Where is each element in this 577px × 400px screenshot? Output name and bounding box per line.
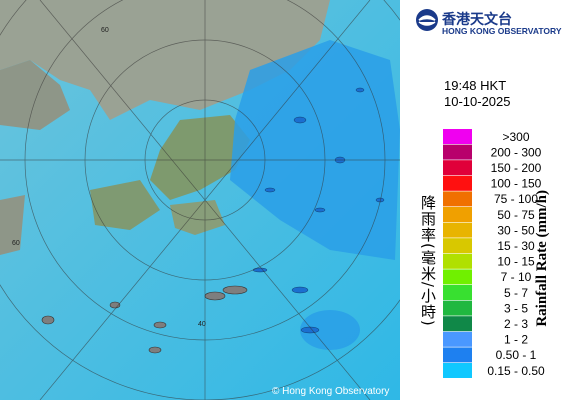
legend-swatch — [443, 191, 472, 207]
legend-swatch — [443, 129, 472, 144]
legend-label: 0.50 - 1 — [496, 348, 537, 362]
legend-label: 1 - 2 — [504, 333, 528, 347]
legend-label: 75 - 100 — [494, 192, 538, 206]
legend-label: 30 - 50 — [497, 223, 535, 237]
legend-label: 150 - 200 — [491, 161, 542, 175]
legend-title-en: Rainfall Rate (mm/h) — [534, 190, 550, 327]
legend-swatch — [443, 269, 472, 285]
radar-map: 60 60 40 © Hong Kong Observatory — [0, 0, 400, 400]
legend-swatch — [443, 238, 472, 254]
legend-label: 50 - 75 — [497, 208, 535, 222]
ring-label: 60 — [101, 27, 109, 34]
legend-swatch — [443, 363, 472, 378]
legend-title-zh: 降雨率(毫米/小時) — [419, 195, 437, 327]
legend-label: 2 - 3 — [504, 317, 528, 331]
logo-title-en: HONG KONG OBSERVATORY — [442, 26, 562, 36]
ring-label: 40 — [198, 321, 206, 328]
legend-label: 7 - 10 — [501, 270, 532, 284]
legend-label: 3 - 5 — [504, 301, 528, 315]
legend-swatch — [443, 331, 472, 347]
legend-swatch — [443, 175, 472, 191]
legend-label: >300 — [502, 130, 529, 144]
legend-label: 10 - 15 — [497, 255, 535, 269]
legend-swatch — [443, 160, 472, 176]
legend-label: 5 - 7 — [504, 286, 528, 300]
ring-label: 60 — [12, 240, 20, 247]
legend-label: 0.15 - 0.50 — [487, 364, 545, 378]
legend-swatch — [443, 222, 472, 238]
date: 10-10-2025 — [444, 94, 511, 109]
logo — [416, 9, 438, 31]
legend-swatch — [443, 253, 472, 269]
legend-swatch — [443, 316, 472, 332]
legend-swatch — [443, 207, 472, 222]
copyright: © Hong Kong Observatory — [272, 386, 389, 397]
time: 19:48 HKT — [444, 78, 507, 93]
legend-label: 100 - 150 — [491, 177, 542, 191]
legend-label: 200 - 300 — [491, 145, 542, 159]
legend-swatch — [443, 347, 472, 363]
logo-title-zh: 香港天文台 — [442, 12, 512, 28]
legend-swatch — [443, 300, 472, 316]
legend-swatch — [443, 144, 472, 160]
legend-swatch — [443, 285, 472, 300]
legend-label: 15 - 30 — [497, 239, 535, 253]
